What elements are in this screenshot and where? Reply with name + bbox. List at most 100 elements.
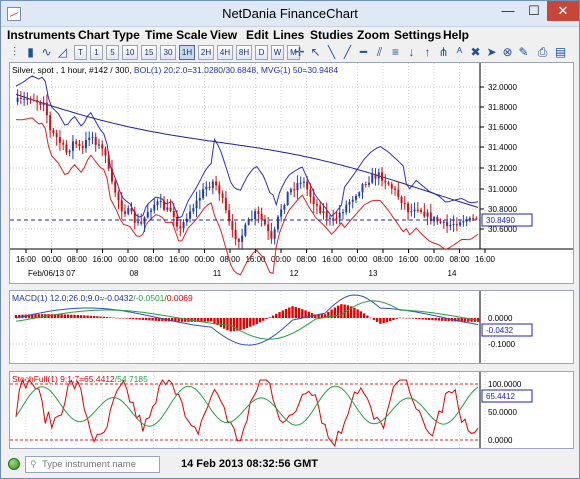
candle-body	[397, 189, 400, 197]
candle-body	[459, 222, 462, 226]
interval-button-1h[interactable]: 1H	[179, 45, 195, 60]
candle-body	[172, 210, 175, 218]
candle-body	[426, 212, 429, 217]
macd-histogram-bar	[148, 318, 151, 321]
macd-panel[interactable]: MACD(1) 12.0;26.0;9.0=-0.0432/-0.0501/0.…	[9, 290, 574, 364]
menu-help[interactable]: Help	[443, 28, 470, 42]
price-x-date-label: 08	[130, 269, 139, 278]
menu-edit[interactable]: Edit	[246, 28, 269, 42]
menu-chart-type[interactable]: Chart Type	[78, 28, 140, 42]
macd-histogram-bar	[441, 318, 444, 321]
macd-histogram-bar	[249, 318, 252, 327]
candle-body	[62, 142, 65, 145]
candle-body	[71, 141, 74, 151]
candle-body	[354, 196, 357, 200]
last-price-label: 30.8490	[486, 216, 515, 225]
interval-button-w[interactable]: W	[271, 45, 284, 60]
arrow-icon[interactable]: ➤	[486, 45, 497, 59]
close-button[interactable]: ✕	[547, 1, 579, 21]
channel-icon[interactable]: ⫽	[376, 45, 383, 59]
macd-histogram-bar	[327, 311, 330, 318]
trendline2-icon[interactable]: ╱	[343, 45, 352, 59]
stoch-panel[interactable]: StochFull(1) 9;1;7=65.4412/54.7185 100.0…	[9, 371, 574, 449]
price-y-tick-label: 30.6000	[488, 225, 517, 234]
area-chart-icon[interactable]: ◿	[57, 45, 68, 59]
trendline-icon[interactable]: ╲	[327, 45, 336, 59]
interval-button-t[interactable]: T	[74, 45, 87, 60]
minimize-button[interactable]: —	[501, 3, 515, 18]
interval-button-d[interactable]: D	[255, 45, 268, 60]
interval-button-15[interactable]: 15	[141, 45, 157, 60]
macd-histogram-bar	[427, 318, 431, 320]
last-price-box	[481, 213, 533, 227]
candle-body	[166, 207, 169, 210]
interval-button-m[interactable]: M	[287, 45, 300, 60]
pitchfork-icon[interactable]: ⋔	[438, 45, 449, 59]
candle-body	[88, 137, 91, 140]
text-tool-icon[interactable]: ᴬ	[456, 45, 463, 59]
menu-view[interactable]: View	[210, 28, 238, 42]
candle-body	[143, 217, 146, 224]
menu-instruments[interactable]: Instruments	[7, 28, 76, 42]
interval-button-5[interactable]: 5	[106, 45, 119, 60]
macd-histogram-bar	[183, 318, 187, 322]
price-panel[interactable]: Silver, spot , 1 hour, #142 / 300, BOL(1…	[9, 62, 574, 284]
instrument-search-input[interactable]	[25, 456, 160, 473]
arrow-down-icon[interactable]: ↓	[408, 45, 415, 59]
delete-all-icon[interactable]: ⊗	[502, 45, 513, 59]
interval-button-10[interactable]: 10	[122, 45, 138, 60]
menu-settings[interactable]: Settings	[394, 28, 442, 42]
price-y-tick-label: 31.8000	[488, 103, 517, 112]
candle-body	[377, 172, 380, 179]
arrow-up-icon[interactable]: ↑	[424, 45, 431, 59]
price-legend-mvg: MVG(1) 50=30.9484	[260, 65, 339, 75]
price-legend: Silver, spot , 1 hour, #142 / 300, BOL(1…	[12, 65, 338, 75]
price-y-tick-label: 30.8000	[488, 205, 517, 214]
crosshair-icon[interactable]: ✛	[294, 45, 305, 59]
fibonacci-icon[interactable]: ≡	[391, 45, 399, 59]
macd-histogram-bar	[57, 314, 60, 318]
line-chart-icon[interactable]: ∿	[41, 45, 52, 59]
macd-histogram-bar	[333, 307, 337, 318]
macd-histogram-bar	[392, 318, 395, 321]
macd-histogram-bar	[388, 318, 392, 322]
candle-body	[338, 212, 341, 219]
menu-studies[interactable]: Studies	[310, 28, 354, 42]
cursor-icon[interactable]: ↖	[310, 45, 321, 59]
macd-histogram-bar	[161, 318, 164, 322]
macd-histogram-bar	[40, 314, 44, 318]
interval-button-2h[interactable]: 2H	[198, 45, 214, 60]
bar-chart-icon[interactable]: ⫶	[12, 45, 16, 59]
print-icon[interactable]: ⎙	[537, 45, 548, 59]
interval-button-4h[interactable]: 4H	[217, 45, 233, 60]
interval-button-8h[interactable]: 8H	[236, 45, 252, 60]
price-x-date-label: 12	[290, 269, 299, 278]
candle-body	[351, 199, 354, 202]
split-panel-icon[interactable]: ▤	[554, 45, 567, 59]
macd-histogram-bar	[414, 318, 418, 319]
stoch-d-line	[15, 385, 479, 427]
macd-chart[interactable]: 0.0000 -0.1000 -0.0432	[10, 291, 573, 363]
stoch-chart[interactable]: 100.0000 50.0000 0.0000 65.4412	[10, 372, 573, 448]
menu-time-scale[interactable]: Time Scale	[145, 28, 208, 42]
horizontal-line-icon[interactable]: ━	[359, 45, 368, 59]
interval-button-30[interactable]: 30	[160, 45, 176, 60]
price-x-date-label: 13	[369, 269, 378, 278]
candle-body	[244, 224, 247, 236]
candle-body	[221, 193, 224, 198]
delete-icon[interactable]: ✖	[470, 45, 481, 59]
price-x-time-label: 00:00	[41, 255, 62, 264]
candle-body	[371, 173, 374, 183]
candle-body	[364, 184, 367, 186]
interval-button-1[interactable]: 1	[90, 45, 103, 60]
menu-lines[interactable]: Lines	[273, 28, 305, 42]
macd-histogram-bar	[213, 318, 216, 324]
brush-icon[interactable]: ✎	[518, 45, 529, 59]
candlestick-icon[interactable]: ▮	[27, 45, 34, 59]
macd-histogram-bar	[424, 318, 428, 320]
price-chart[interactable]: 32.0000 31.8000 31.6000 31.4000 31.2000 31.00…	[10, 63, 573, 283]
menu-zoom[interactable]: Zoom	[357, 28, 390, 42]
stoch-last-box	[481, 389, 533, 403]
maximize-button[interactable]: ☐	[528, 3, 540, 18]
